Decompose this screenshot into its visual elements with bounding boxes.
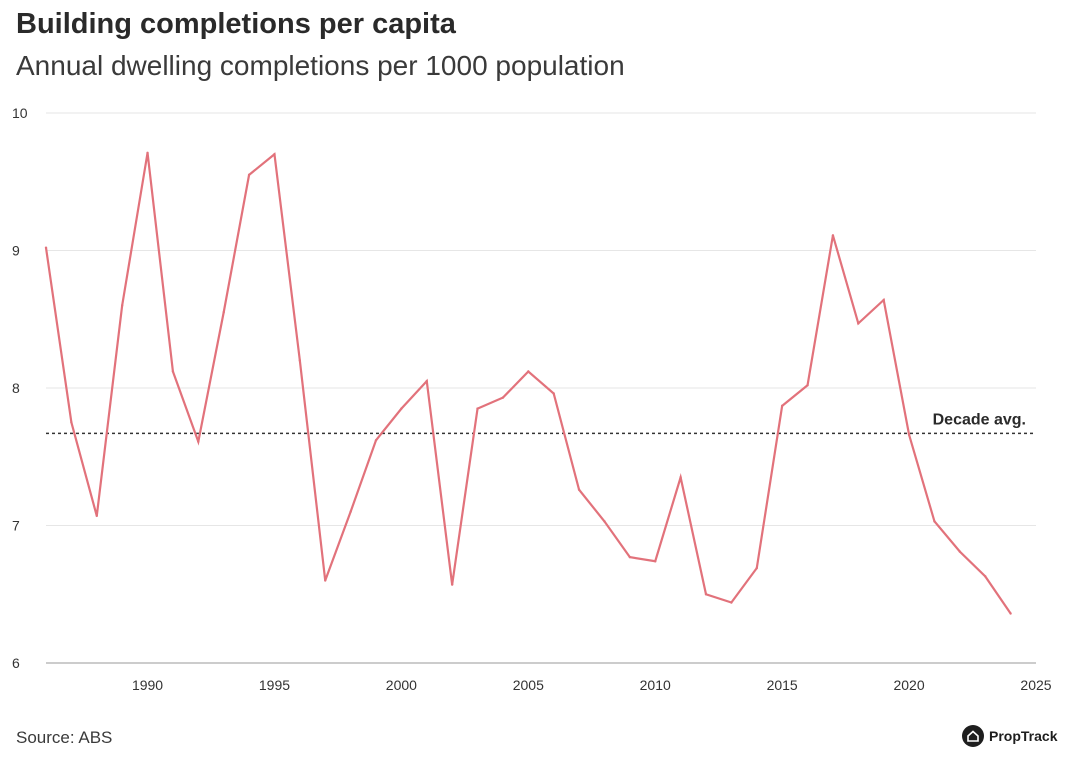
- series-line: [44, 152, 1012, 615]
- data-point: [197, 440, 200, 443]
- data-point: [831, 234, 835, 237]
- y-tick-label: 7: [12, 518, 20, 534]
- chart-subtitle: Annual dwelling completions per 1000 pop…: [16, 50, 625, 81]
- data-point: [146, 151, 149, 155]
- x-tick-label: 1995: [259, 677, 290, 693]
- data-point: [628, 555, 632, 559]
- source-note: Source: ABS: [16, 728, 113, 747]
- data-point: [806, 384, 809, 387]
- brand-name: PropTrack: [989, 728, 1058, 744]
- data-point: [44, 246, 48, 249]
- data-point: [273, 153, 276, 156]
- y-tick-label: 9: [12, 243, 20, 259]
- data-point: [654, 560, 657, 563]
- data-point: [374, 439, 378, 442]
- data-point: [425, 379, 428, 383]
- data-point: [324, 579, 327, 582]
- data-point: [780, 404, 784, 408]
- data-point: [222, 311, 225, 314]
- chart-title: Building completions per capita: [16, 8, 456, 40]
- decade-average-label: Decade avg.: [933, 411, 1026, 428]
- data-point: [95, 514, 98, 518]
- data-point: [577, 488, 581, 491]
- data-point: [476, 407, 479, 410]
- data-point: [933, 520, 936, 523]
- data-point: [1009, 612, 1012, 615]
- data-point: [501, 396, 505, 399]
- data-point: [730, 601, 733, 604]
- y-tick-label: 6: [12, 655, 20, 671]
- x-tick-label: 2020: [893, 677, 924, 693]
- data-point: [298, 359, 302, 362]
- data-point: [958, 550, 962, 553]
- y-tick-label: 10: [12, 105, 28, 121]
- data-point: [552, 392, 555, 395]
- x-tick-label: 2025: [1020, 677, 1051, 693]
- data-point: [907, 433, 911, 436]
- x-tick-label: 1990: [132, 677, 163, 693]
- y-tick-label: 8: [12, 380, 20, 396]
- data-point: [247, 173, 251, 177]
- data-point: [349, 510, 352, 513]
- x-tick-label: 2010: [640, 677, 671, 693]
- data-point: [450, 583, 454, 586]
- brand-logo-group: PropTrack: [962, 725, 1057, 747]
- data-point: [171, 370, 175, 373]
- x-tick-label: 2005: [513, 677, 544, 693]
- data-point: [882, 298, 885, 302]
- data-point: [70, 421, 73, 424]
- x-tick-label: 2000: [386, 677, 417, 693]
- data-point: [857, 322, 860, 325]
- home-icon: [962, 725, 984, 747]
- data-point: [527, 370, 530, 373]
- data-point: [120, 304, 124, 307]
- data-point: [984, 575, 987, 578]
- data-point: [679, 476, 682, 479]
- data-point: [603, 520, 606, 523]
- data-point: [755, 566, 758, 570]
- x-tick-label: 2015: [767, 677, 798, 693]
- data-point: [400, 407, 403, 410]
- data-point: [704, 593, 708, 596]
